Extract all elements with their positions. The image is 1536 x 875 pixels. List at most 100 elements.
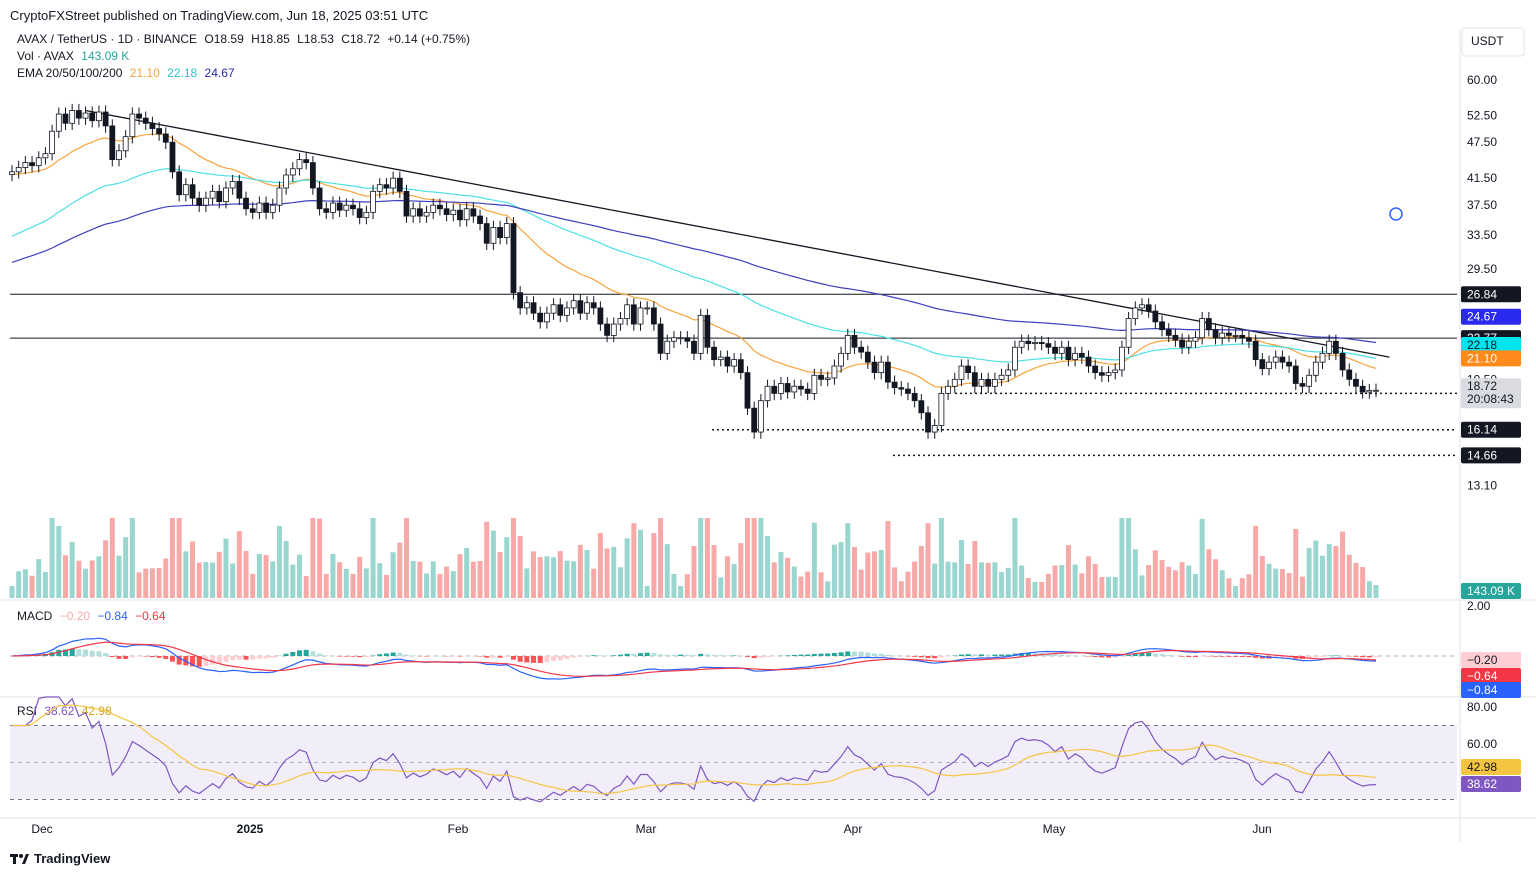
volume-bar [1099,577,1105,598]
candle-body [35,157,42,167]
price-tick-label: 52.50 [1467,109,1497,123]
volume-bar [263,555,269,598]
macd-histogram-bar [143,656,149,657]
macd-histogram-bar [1166,655,1172,656]
macd-histogram-bar [1132,653,1138,656]
macd-histogram-bar [1139,652,1145,656]
volume-bar [1192,574,1198,598]
volume-bar [1253,526,1259,598]
candle-body [356,208,363,218]
volume-bar [116,555,122,598]
volume-bar [323,573,329,598]
candle-body [437,204,443,210]
candle-body [570,300,577,309]
volume-bar [1279,569,1285,598]
candle-body [122,136,129,152]
volume-bar [872,551,878,598]
candle-body [29,162,35,167]
volume-bar [437,574,443,598]
candle-body [129,113,136,138]
volume-bar [658,518,664,598]
rsi-ma-tag-bg [1461,759,1521,775]
candle-body [1172,334,1179,341]
volume-bar [457,554,463,598]
candle-body [1132,307,1139,319]
macd-histogram-bar [236,656,242,660]
candle-body [303,159,310,164]
macd-histogram-bar [851,651,857,656]
candle-body [1319,352,1326,363]
candle-body [858,346,865,353]
volume-bar [22,569,28,598]
volume-bar [1246,574,1252,598]
volume-bar [1132,549,1138,598]
volume-bar [210,562,216,598]
low-value: L18.53 [297,32,334,46]
candle-body [898,387,905,390]
candle-body [182,184,189,196]
candle-body [931,425,938,433]
rsi-tick-label: 60.00 [1467,737,1497,751]
published-header: CryptoFXStreet published on TradingView.… [10,8,429,23]
candle-body [149,122,156,129]
candle-body [657,323,664,354]
candle-body [196,197,203,206]
price-tag-bg [1461,337,1521,354]
volume-bar [56,526,62,598]
candle-body [470,208,477,217]
candle-body [617,318,624,325]
open-value: O18.59 [204,32,244,46]
candle-body [557,304,564,316]
volume-bar [1166,566,1172,598]
volume-bar [611,546,617,598]
volume-bar [1346,554,1352,598]
macd-histogram-bar [76,649,82,656]
volume-bar [377,563,383,598]
volume-bar [143,568,149,598]
volume-bar [1146,565,1152,598]
volume-bar [1059,565,1065,598]
volume-bar [36,559,42,598]
time-tick-label: Mar [636,822,657,836]
volume-bar [62,555,68,598]
macd-histogram-bar [838,652,844,656]
ema-label: EMA 20/50/100/200 [17,66,123,80]
volume-bar [430,561,436,598]
volume-bar [531,551,537,598]
volume-bar [617,567,623,598]
volume-bar [544,556,550,598]
rsi-line [12,696,1377,803]
candle-body [1025,340,1032,345]
candle-body [89,112,96,122]
volume-bar [363,568,369,598]
volume-bar [76,560,82,598]
macd-signal-line [11,641,1377,677]
candle-body [216,190,223,203]
macd-histogram-bar [149,656,155,658]
candle-body [1366,390,1373,393]
candle-body [142,117,149,124]
volume-bar [885,521,891,598]
candle-body [1339,352,1346,371]
volume-bar [765,536,771,598]
candle-body [396,177,403,192]
candle-body [824,377,831,380]
volume-bar [1266,563,1272,598]
macd-histogram-bar [1186,656,1192,657]
macd-tag: −0.64 [1467,669,1498,683]
candle-body [162,133,169,143]
macd-histogram-bar [410,655,416,656]
macd-histogram-bar [985,654,991,656]
change-value: +0.14 (+0.75%) [387,32,470,46]
candle-body [283,174,290,189]
price-tick-label: 41.50 [1467,171,1497,185]
macd-histogram-bar [1059,654,1065,656]
macd-histogram-bar [932,656,938,659]
candle-body [1072,352,1079,361]
macd-histogram-bar [845,651,851,656]
candle-body [1159,321,1165,331]
candle-body [510,223,517,294]
volume-bar [791,566,797,598]
macd-histogram-bar [878,653,884,656]
